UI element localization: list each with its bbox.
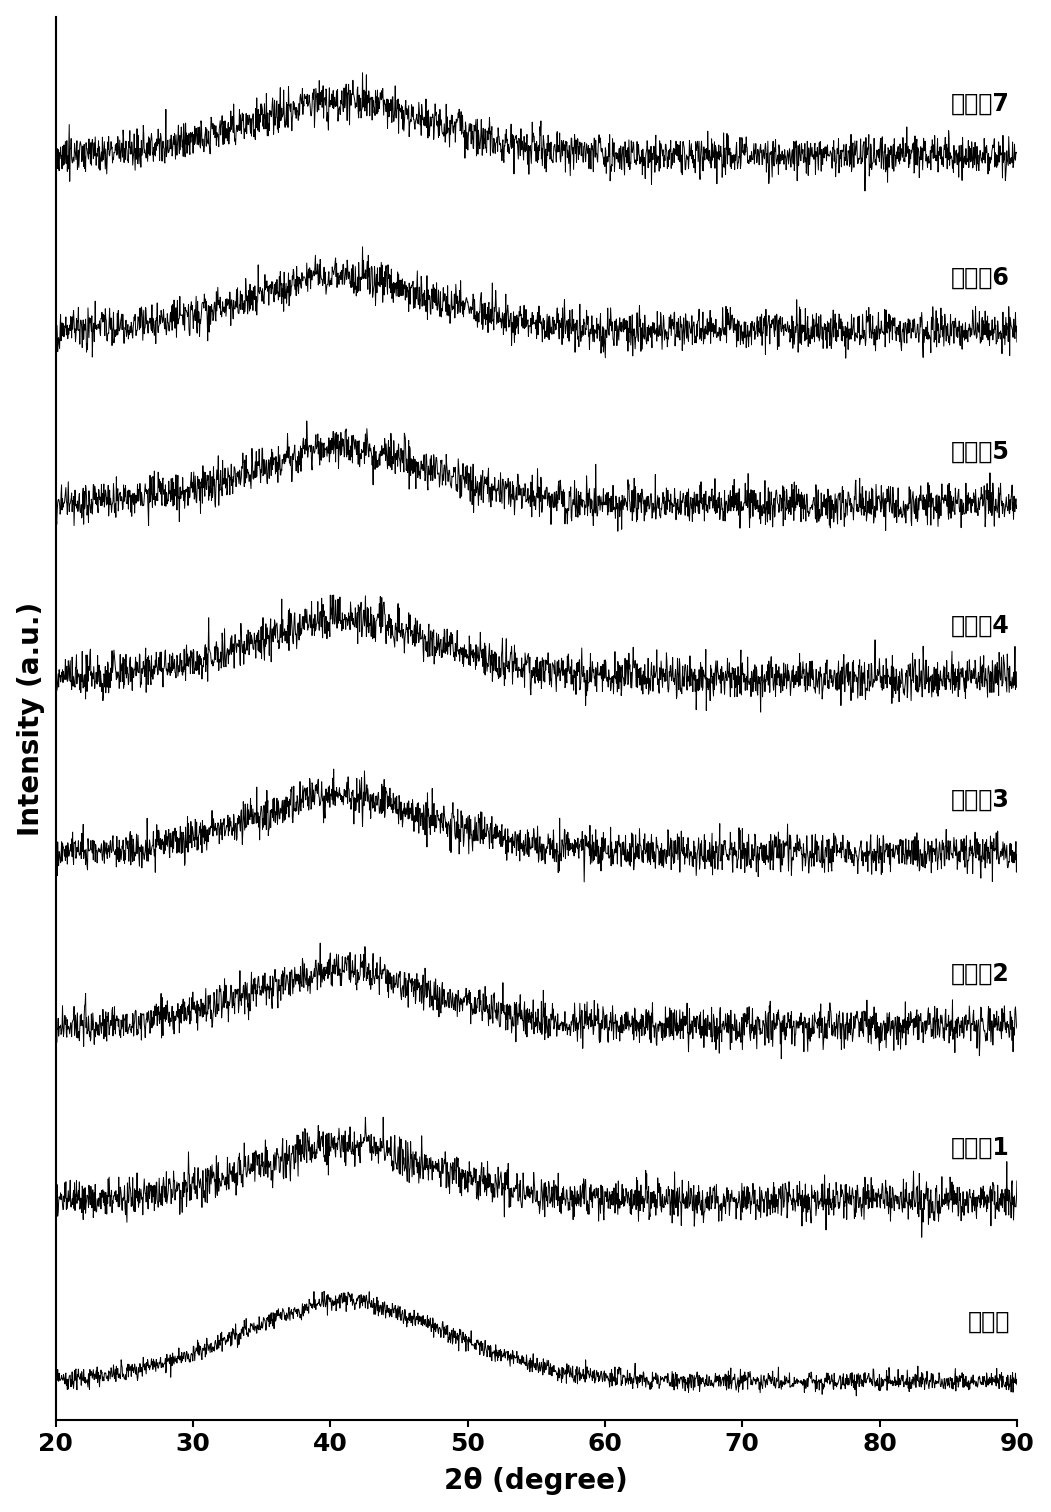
Text: 实施例6: 实施例6	[951, 266, 1010, 290]
X-axis label: 2θ (degree): 2θ (degree)	[445, 1467, 628, 1495]
Text: 实施例4: 实施例4	[951, 614, 1010, 638]
Text: 实施例3: 实施例3	[951, 788, 1010, 812]
Text: 对比例: 对比例	[968, 1311, 1010, 1334]
Text: 实施例7: 实施例7	[951, 92, 1010, 116]
Text: 实施例5: 实施例5	[951, 440, 1010, 464]
Y-axis label: Intensity (a.u.): Intensity (a.u.)	[17, 602, 44, 836]
Text: 实施例2: 实施例2	[951, 962, 1010, 986]
Text: 实施例1: 实施例1	[951, 1136, 1010, 1160]
